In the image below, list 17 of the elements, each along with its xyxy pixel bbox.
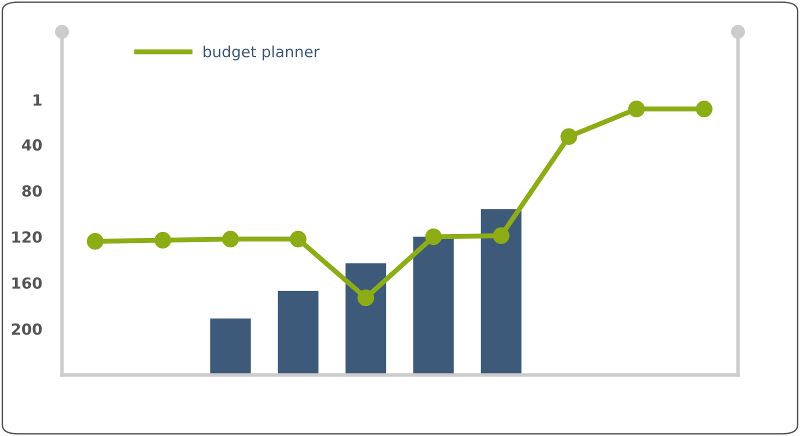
point bbox=[222, 230, 239, 248]
point bbox=[154, 232, 172, 249]
point bbox=[290, 230, 306, 248]
y-tick-label: 160 bbox=[12, 277, 42, 289]
y-tick-label: 40 bbox=[22, 139, 42, 151]
y-tick-label: 120 bbox=[12, 231, 42, 243]
point bbox=[425, 228, 442, 246]
y-tick-label: 80 bbox=[22, 185, 42, 197]
point bbox=[86, 233, 104, 250]
y-tick-label: 1 bbox=[34, 94, 42, 106]
y-tick-label: 200 bbox=[12, 323, 42, 335]
legend-label: budget planner bbox=[204, 46, 320, 60]
point bbox=[357, 289, 374, 306]
point bbox=[628, 100, 645, 118]
point bbox=[696, 100, 712, 118]
point bbox=[492, 227, 510, 244]
point bbox=[560, 128, 578, 145]
